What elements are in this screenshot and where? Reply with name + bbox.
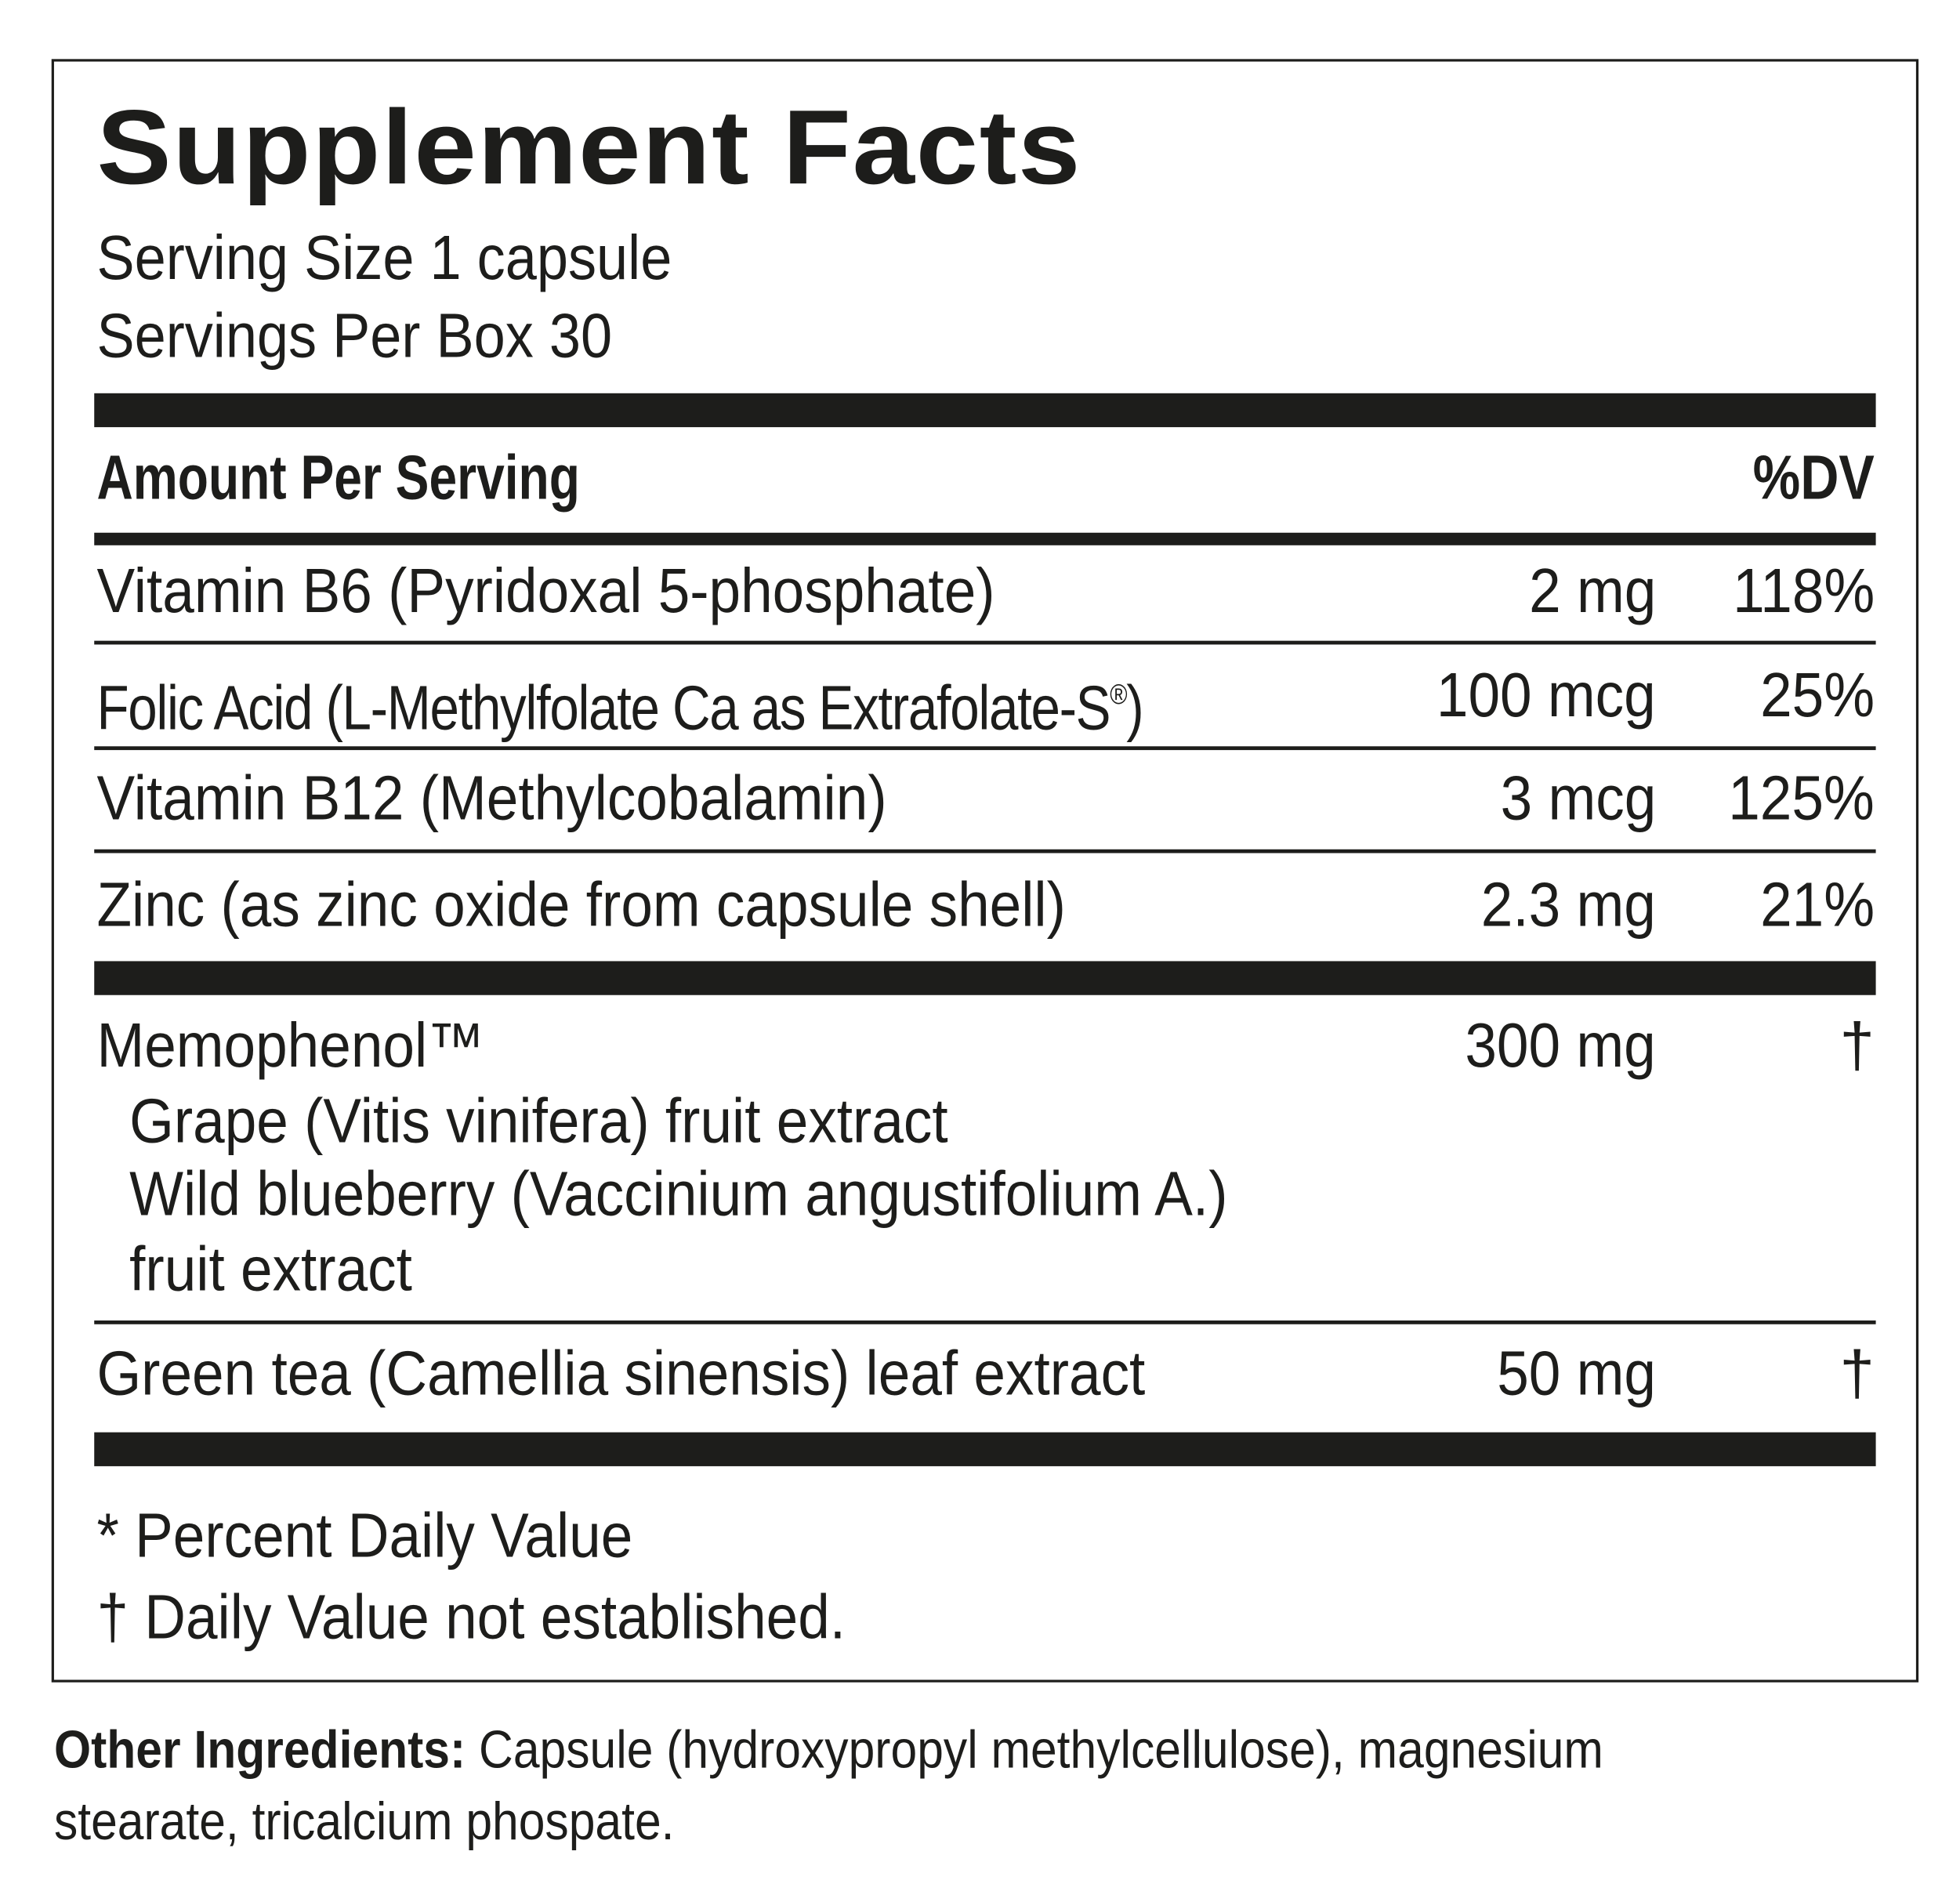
ingredient-amount: 50 mg [1497, 1338, 1657, 1409]
blend-ingredient: fruit extract [129, 1234, 412, 1305]
ingredient-name: Green tea (Camellia sinensis) leaf extra… [96, 1338, 1146, 1409]
thick-divider [94, 393, 1876, 428]
other-ingredients-text-2: stearate, tricalcium phospate. [53, 1792, 675, 1851]
nutrient-dv: 125% [1728, 763, 1875, 833]
nutrient-name: Vitamin B12 (Methylcobalamin) [96, 763, 887, 833]
nutrient-name: Zinc (as zinc oxide from capsule shell) [96, 869, 1066, 940]
dv-header: %DV [1752, 442, 1875, 513]
nutrient-dv: 118% [1732, 555, 1875, 626]
nutrient-dv: 25% [1759, 659, 1875, 730]
facts-panel [51, 59, 1919, 1683]
footnote-dv: * Percent Daily Value [96, 1500, 633, 1571]
blend-amount: 300 mg [1465, 1009, 1657, 1081]
page-title: Supplement Facts [96, 88, 1082, 206]
amount-per-serving-header: Amount Per Serving [96, 442, 580, 513]
serving-size: Serving Size 1 capsule [96, 222, 672, 293]
nutrient-amount: 2.3 mg [1481, 869, 1657, 940]
row-divider [94, 746, 1876, 751]
blend-ingredient: Grape (Vitis vinifera) fruit extract [129, 1085, 948, 1156]
blend-ingredient: Wild blueberry (Vaccinium angustifolium … [129, 1158, 1228, 1229]
thick-divider [94, 1432, 1876, 1466]
divider [94, 532, 1876, 545]
nutrient-dv: 21% [1759, 869, 1875, 940]
other-ingredients-text: Capsule (hydroxypropyl methylcellulose),… [466, 1719, 1603, 1780]
other-ingredients: Other Ingredients: Capsule (hydroxypropy… [54, 1712, 1603, 1788]
nutrient-name: Vitamin B6 (Pyridoxal 5-phosphate) [96, 555, 995, 626]
row-divider [94, 849, 1876, 853]
blend-dv: † [1839, 1009, 1875, 1081]
row-divider [94, 1320, 1876, 1324]
other-ingredients-label: Other Ingredients: [53, 1719, 466, 1780]
ingredient-dv: † [1839, 1338, 1875, 1409]
nutrient-amount: 3 mcg [1500, 763, 1657, 833]
nutrient-name: Folic Acid (L-Methylfolate Ca as Extrafo… [96, 657, 1143, 743]
blend-name: Memophenol™ [96, 1009, 485, 1081]
nutrient-amount: 100 mcg [1436, 659, 1657, 730]
thick-divider [94, 961, 1876, 995]
row-divider [94, 640, 1876, 645]
footnote-not-established: † Daily Value not established. [96, 1581, 846, 1653]
nutrient-name-end: ) [1126, 672, 1143, 743]
registered-mark: ® [1110, 678, 1127, 710]
nutrient-amount: 2 mg [1528, 555, 1657, 626]
nutrient-name-text: Folic Acid (L-Methylfolate Ca as Extrafo… [96, 672, 1110, 743]
servings-per-box: Servings Per Box 30 [96, 300, 613, 371]
